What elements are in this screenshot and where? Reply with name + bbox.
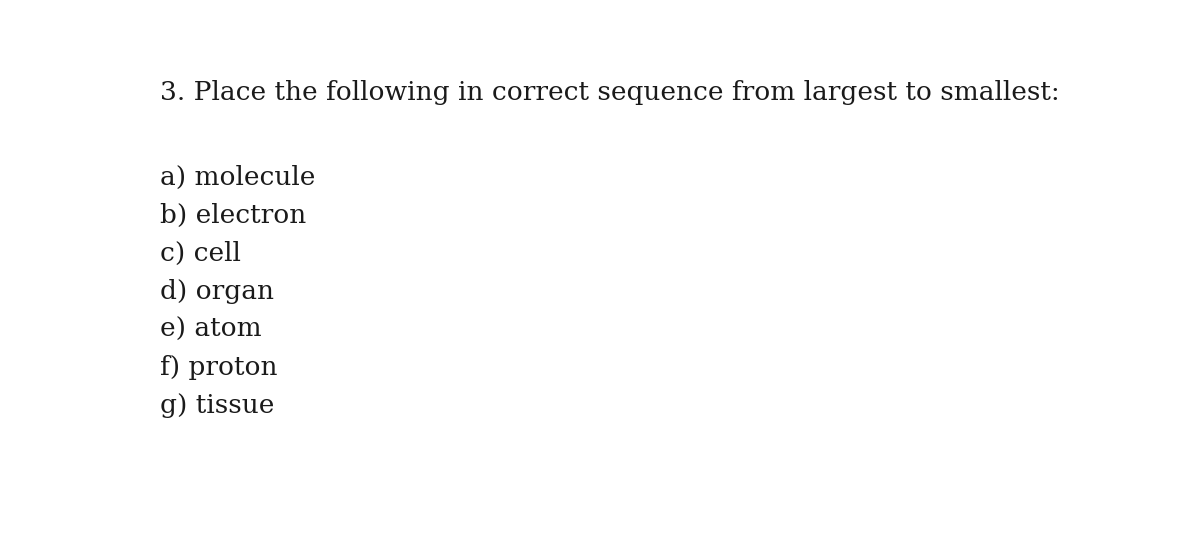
Text: f) proton: f) proton: [160, 355, 277, 380]
Text: c) cell: c) cell: [160, 241, 241, 266]
Text: 3. Place the following in correct sequence from largest to smallest:: 3. Place the following in correct sequen…: [160, 80, 1060, 105]
Text: e) atom: e) atom: [160, 317, 262, 342]
Text: b) electron: b) electron: [160, 203, 306, 228]
Text: a) molecule: a) molecule: [160, 165, 316, 190]
Text: g) tissue: g) tissue: [160, 393, 275, 418]
Text: d) organ: d) organ: [160, 279, 274, 304]
